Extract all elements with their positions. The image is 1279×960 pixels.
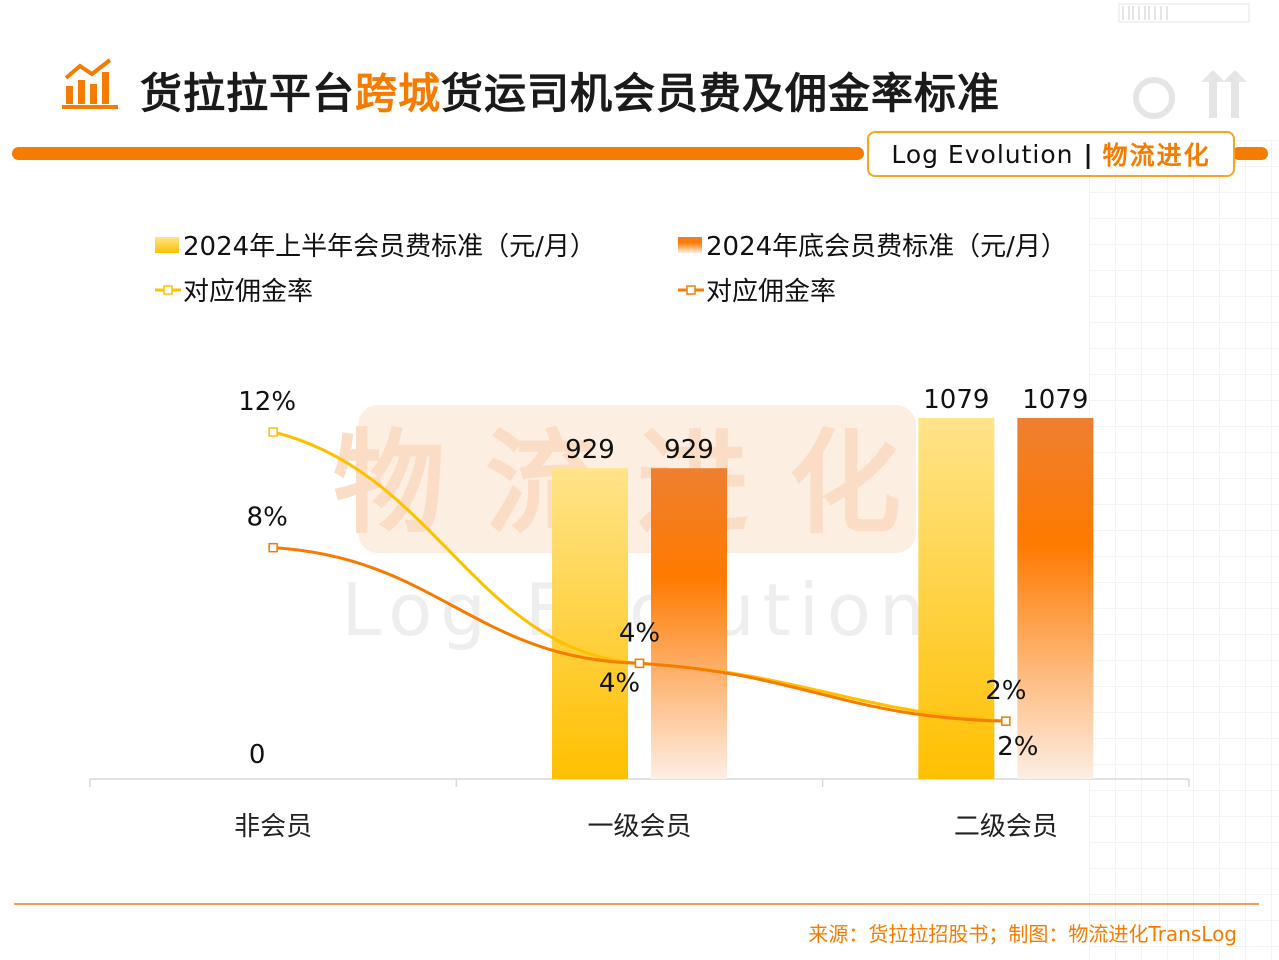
legend-swatch bbox=[678, 237, 702, 253]
bar-data-label: 1079 bbox=[923, 385, 989, 415]
data-labels-layer: 0 929 1079 929 1079 12% 4% 2% 8% 4% 2% bbox=[238, 385, 1088, 770]
background-grid bbox=[1089, 140, 1279, 960]
line-point bbox=[268, 542, 278, 553]
brand-badge: Log Evolution | 物流进化 bbox=[867, 131, 1235, 177]
x-axis: 非会员 一级会员 二级会员 bbox=[89, 778, 1190, 842]
bar-data-label: 0 bbox=[249, 740, 266, 770]
lines-layer bbox=[268, 427, 1011, 726]
watermark: 物流进化 Log Evolution bbox=[333, 405, 941, 652]
line-data-label: 2% bbox=[985, 676, 1026, 706]
recycle-arrows-icon bbox=[1118, 3, 1250, 119]
title-underline-bar-right bbox=[1232, 147, 1268, 160]
line-data-label: 4% bbox=[599, 668, 640, 698]
x-tick-label: 二级会员 bbox=[954, 812, 1058, 842]
legend-label: 2024年底会员费标准（元/月） bbox=[706, 232, 1067, 262]
watermark-en: Log Evolution bbox=[341, 568, 932, 652]
line-point bbox=[268, 427, 278, 437]
brand-separator: | bbox=[1083, 139, 1093, 169]
line-data-label: 8% bbox=[247, 503, 288, 533]
page-title: 货拉拉平台跨城货运司机会员费及佣金率标准 bbox=[140, 60, 1000, 121]
bar-data-label: 929 bbox=[565, 435, 615, 465]
brand-chinese: 物流进化 bbox=[1102, 141, 1211, 170]
source-note: 来源：货拉拉招股书；制图：物流进化TransLog bbox=[808, 922, 1237, 946]
legend-marker bbox=[163, 285, 173, 295]
title-underline-bar bbox=[12, 147, 864, 160]
legend-label: 对应佣金率 bbox=[183, 277, 313, 307]
brand-english: Log Evolution bbox=[891, 139, 1074, 169]
title-part1: 货拉拉平台 bbox=[140, 69, 356, 118]
line-point bbox=[1001, 716, 1011, 726]
combo-chart: 物流进化 Log Evolution 2024年上半年会员费标准（元/月） 202… bbox=[89, 232, 1190, 842]
watermark-box bbox=[358, 405, 916, 553]
line-data-label: 4% bbox=[619, 618, 660, 648]
chart-legend: 2024年上半年会员费标准（元/月） 2024年底会员费标准（元/月） 对应佣金率 对… bbox=[155, 232, 1067, 307]
bar bbox=[651, 468, 727, 779]
x-tick-label: 非会员 bbox=[234, 812, 312, 842]
title-part2: 货运司机会员费及佣金率标准 bbox=[441, 69, 1001, 118]
line-data-label: 2% bbox=[997, 732, 1038, 762]
bar-data-label: 929 bbox=[664, 435, 714, 465]
legend-label: 2024年上半年会员费标准（元/月） bbox=[183, 232, 596, 262]
legend-swatch bbox=[155, 237, 179, 253]
legend-label: 对应佣金率 bbox=[706, 277, 836, 307]
bar bbox=[1017, 418, 1094, 779]
bar-chart-icon bbox=[62, 58, 118, 109]
x-tick-label: 一级会员 bbox=[587, 812, 691, 842]
bar bbox=[552, 468, 628, 779]
title-highlight: 跨城 bbox=[355, 69, 442, 118]
line-data-label: 12% bbox=[238, 387, 296, 417]
legend-marker bbox=[686, 285, 696, 295]
footer-divider bbox=[14, 903, 1259, 905]
bar-data-label: 1079 bbox=[1022, 385, 1088, 415]
watermark-cn: 物流进化 bbox=[333, 419, 941, 549]
bars-layer bbox=[552, 418, 1094, 779]
bar bbox=[918, 418, 995, 779]
line-point bbox=[634, 658, 645, 669]
